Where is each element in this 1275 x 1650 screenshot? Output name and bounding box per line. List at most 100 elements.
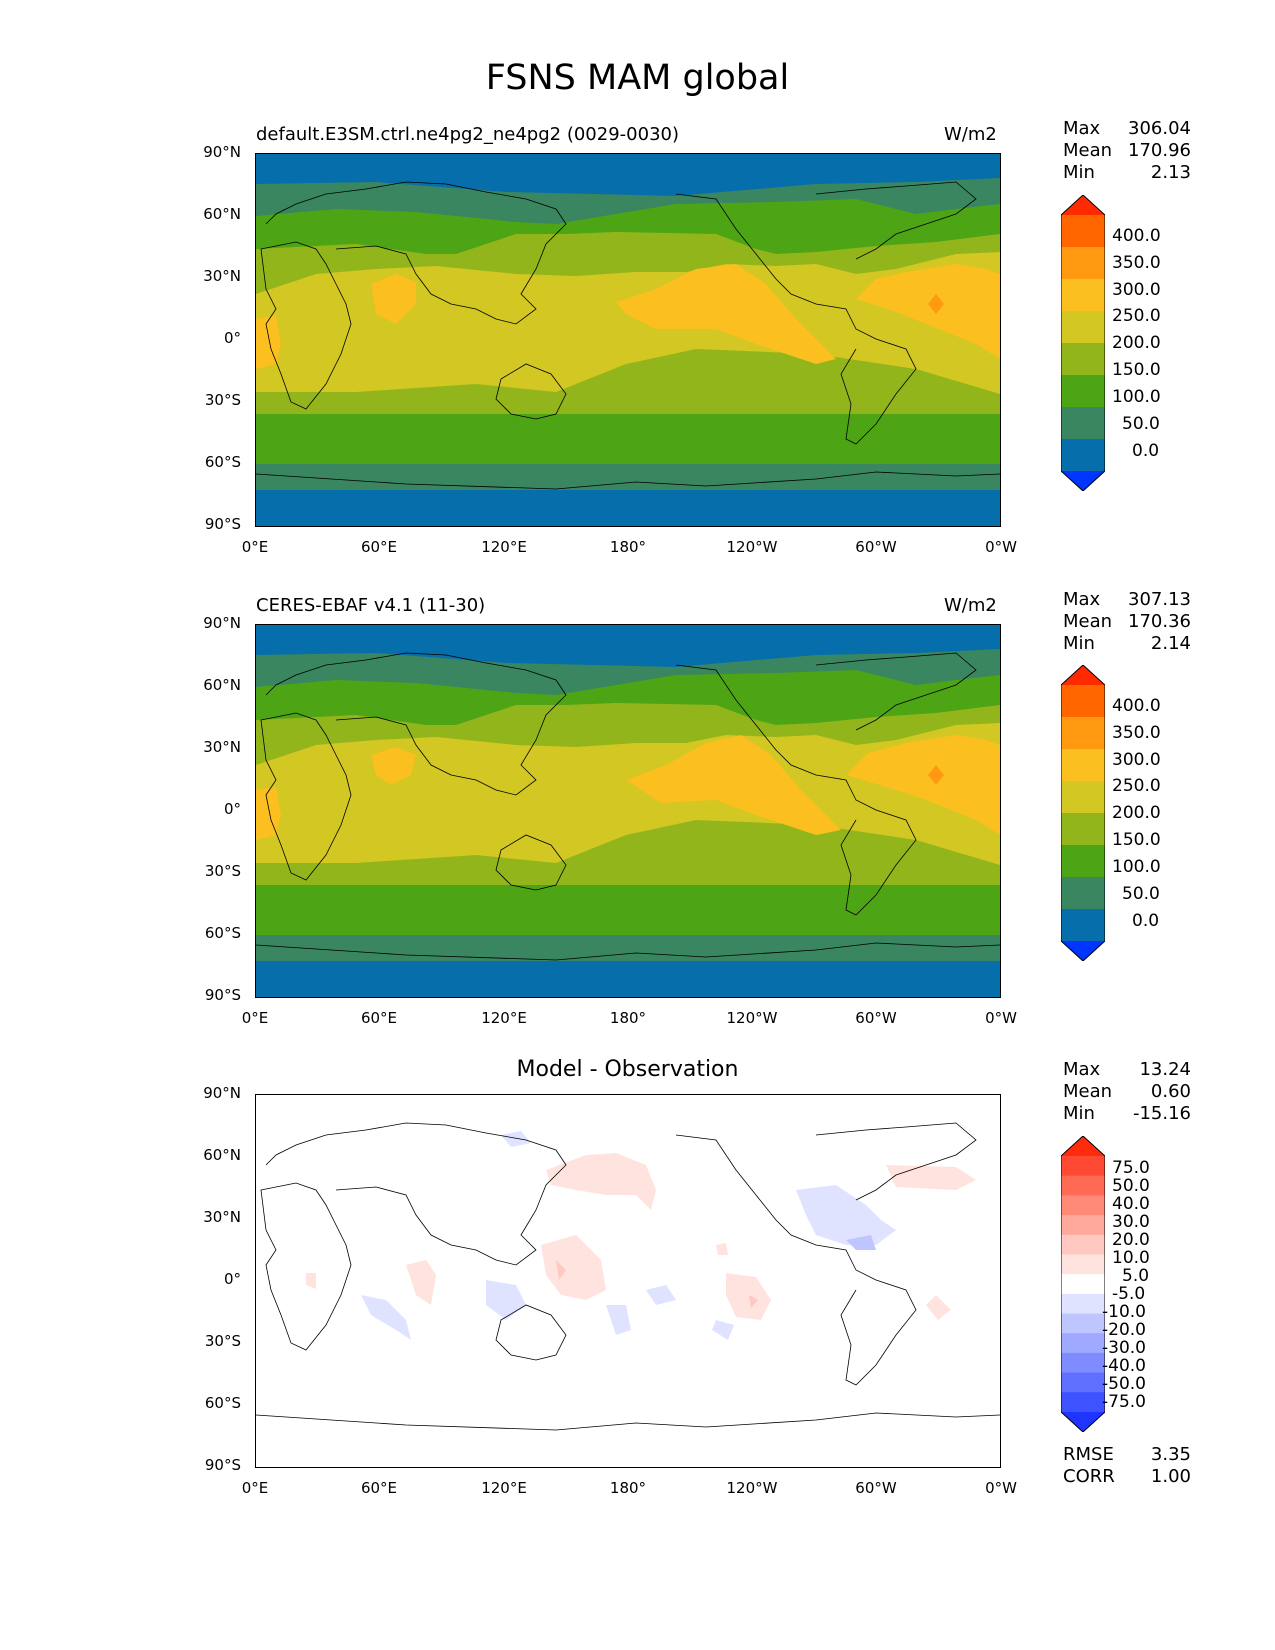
p3-cbar-label: 30.0 [1112, 1212, 1150, 1232]
colorbar-segment [1061, 375, 1105, 408]
colorbar-segment [1061, 1175, 1105, 1196]
p1-lat-tick: 30°S [204, 391, 241, 409]
coastlines [256, 1122, 1000, 1431]
p2-cbar-label: 0.0 [1132, 911, 1160, 931]
stat-label: Max [1063, 118, 1101, 139]
stat-value: 170.36 [1128, 611, 1191, 632]
stat-label: Min [1063, 1103, 1095, 1124]
p3-lat-tick: 60°S [204, 1394, 241, 1412]
p2-lat-tick: 90°N [203, 614, 241, 632]
colorbar-segment [1061, 685, 1105, 718]
p1-cbar-label: 50.0 [1122, 414, 1160, 434]
band-orange-atlantic [856, 264, 1000, 359]
stat-value: 2.14 [1150, 633, 1191, 654]
colorbar-segment [1061, 247, 1105, 280]
stat-value: 3.35 [1150, 1444, 1191, 1465]
p2-lon-tick: 0°W [985, 1009, 1017, 1027]
colorbar-segment [1061, 877, 1105, 910]
p3-lat-tick: 60°N [203, 1146, 241, 1164]
p2-lat-tick: 60°S [204, 924, 241, 942]
p2-cbar-label: 350.0 [1112, 723, 1161, 743]
colorbar-segment [1061, 215, 1105, 248]
p3-lat-tick: 90°S [204, 1456, 241, 1474]
p1-lon-tick: 120°E [481, 538, 527, 556]
stat-value: 307.13 [1128, 589, 1191, 610]
p1-lat-tick: 90°N [203, 143, 241, 161]
panel-2-units: W/m2 [944, 595, 997, 616]
p3-cbar-label: -30.0 [1102, 1338, 1146, 1358]
stat-label: Mean [1063, 140, 1113, 161]
panel-3-colorbar [1061, 1136, 1105, 1432]
p3-cbar-label: 40.0 [1112, 1194, 1150, 1214]
p3-lat-tick: 0° [223, 1270, 241, 1288]
p1-lat-tick: 30°N [203, 267, 241, 285]
colorbar-segment [1061, 343, 1105, 376]
p2-lat-tick: 60°N [203, 676, 241, 694]
panel-2-ref-title: CERES-EBAF v4.1 (11-30) [256, 595, 486, 616]
figure-title: FSNS MAM global [485, 58, 790, 98]
coastlines [256, 652, 1000, 961]
colorbar-segment [1061, 1195, 1105, 1216]
colorbar-top-extend [1061, 665, 1105, 685]
p1-lon-tick: 60°W [855, 538, 897, 556]
coastlines [256, 181, 1000, 490]
panel-1-stats: Max 306.04 Mean 170.96 Min 2.13 [1063, 118, 1191, 184]
panel-2-map [255, 624, 1001, 998]
colorbar-segment [1061, 407, 1105, 440]
panel-1-test-title: default.E3SM.ctrl.ne4pg2_ne4pg2 (0029-00… [256, 124, 679, 145]
colorbar-top-extend [1061, 195, 1105, 215]
colorbar-segment [1061, 1293, 1105, 1315]
p1-cbar-label: 150.0 [1112, 360, 1161, 380]
p3-lon-tick: 0°W [985, 1479, 1017, 1497]
panel-2-colorbar [1061, 665, 1105, 961]
colorbar-segment [1061, 1392, 1105, 1413]
p2-lon-tick: 120°E [481, 1009, 527, 1027]
p1-cbar-label: 250.0 [1112, 306, 1161, 326]
p1-lon-tick: 120°W [726, 538, 778, 556]
colorbar-segment [1061, 1234, 1105, 1255]
stat-value: 306.04 [1128, 118, 1191, 139]
p3-cbar-label: -5.0 [1112, 1284, 1146, 1304]
colorbar-segment [1061, 781, 1105, 814]
diff-negative [361, 1131, 896, 1340]
colorbar-segment [1061, 1313, 1105, 1334]
band-max-spot [928, 294, 944, 314]
colorbar-segment [1061, 1215, 1105, 1236]
p1-cbar-label: 100.0 [1112, 387, 1161, 407]
panel-3-stats: Max 13.24 Mean 0.60 Min -15.16 [1063, 1059, 1191, 1125]
colorbar-bottom-extend [1061, 941, 1105, 961]
colorbar-segment [1061, 845, 1105, 878]
p2-lon-tick: 0°E [241, 1009, 269, 1027]
p3-cbar-label: -75.0 [1102, 1392, 1146, 1412]
colorbar-segment [1061, 749, 1105, 782]
colorbar-segment [1061, 1352, 1105, 1374]
colorbar-segment [1061, 813, 1105, 846]
colorbar-segment [1061, 717, 1105, 750]
panel-2-stats: Max 307.13 Mean 170.36 Min 2.14 [1063, 589, 1191, 655]
colorbar-segment [1061, 1274, 1105, 1295]
p1-lat-tick: 60°S [204, 453, 241, 471]
colorbar-segment [1061, 311, 1105, 344]
colorbar-bottom-extend [1061, 471, 1105, 491]
colorbar-segment [1061, 1333, 1105, 1354]
p3-cbar-label: 20.0 [1112, 1230, 1150, 1250]
p3-lat-tick: 30°S [204, 1332, 241, 1350]
p2-cbar-label: 250.0 [1112, 776, 1161, 796]
panel-1-units: W/m2 [944, 124, 997, 145]
p3-cbar-label: 75.0 [1112, 1158, 1150, 1178]
p1-cbar-label: 350.0 [1112, 253, 1161, 273]
p2-lon-tick: 180° [609, 1009, 647, 1027]
p3-lon-tick: 120°W [726, 1479, 778, 1497]
p3-lon-tick: 60°W [855, 1479, 897, 1497]
band-orange-africa [256, 316, 281, 369]
stat-value: 0.60 [1150, 1081, 1191, 1102]
stat-value: 1.00 [1150, 1466, 1191, 1487]
p1-lon-tick: 180° [609, 538, 647, 556]
colorbar-segment [1061, 1372, 1105, 1393]
stat-label: Min [1063, 633, 1095, 654]
p3-cbar-label: 50.0 [1112, 1176, 1150, 1196]
p1-cbar-label: 400.0 [1112, 226, 1161, 246]
p3-cbar-label: -50.0 [1102, 1374, 1146, 1394]
stat-label: Min [1063, 162, 1095, 183]
p2-lat-tick: 0° [223, 800, 241, 818]
